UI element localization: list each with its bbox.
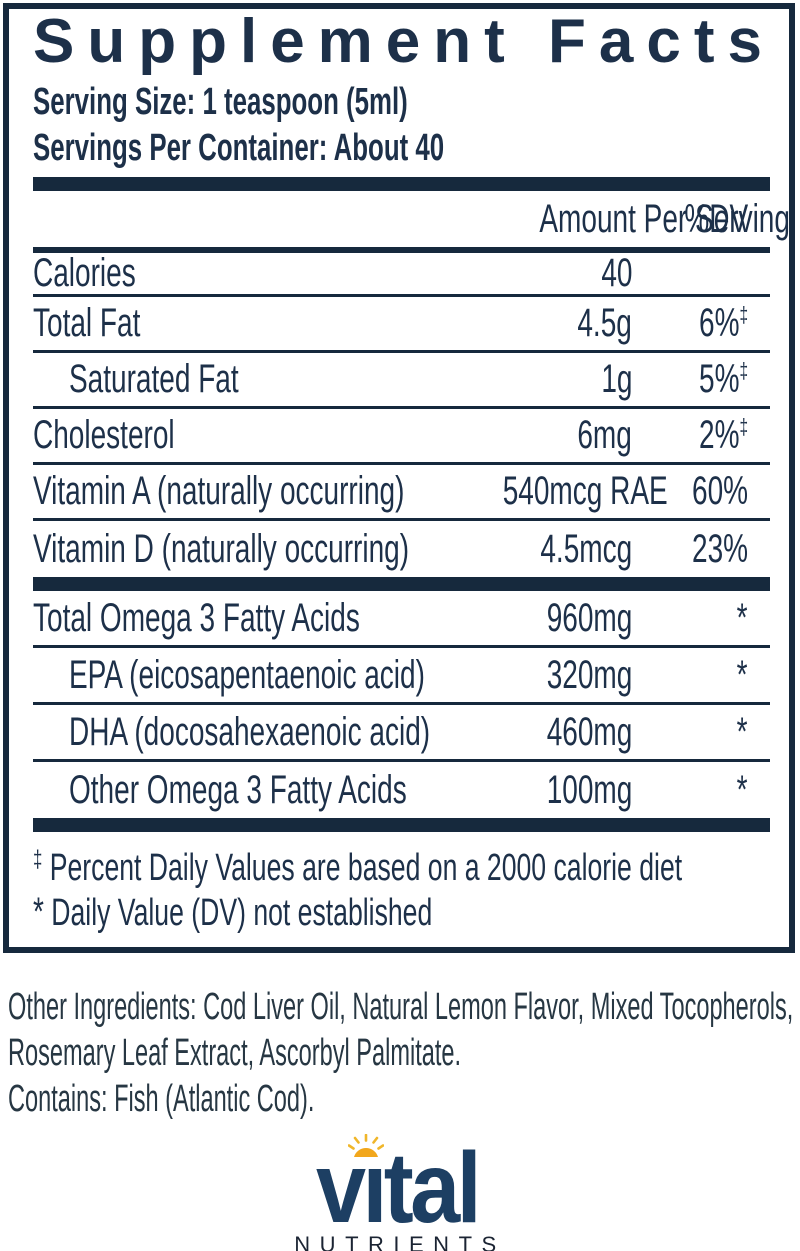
- dv-footnote-marker: ‡: [739, 358, 748, 383]
- servings-per-container: Servings Per Container: About 40: [33, 127, 445, 169]
- other-ingredients-line-1: Other Ingredients: Cod Liver Oil, Natura…: [8, 986, 794, 1028]
- divider-bar-top: [33, 177, 770, 191]
- header-rule: [33, 247, 770, 253]
- nutrient-amount: 4.5g: [577, 301, 632, 345]
- nutrient-rows: Calories 40 Total Fat 4.5g 6%‡ Saturated Fat 1…: [33, 251, 770, 577]
- nutrient-amount: 540mcg RAE: [502, 469, 668, 513]
- nutrient-name: Calories: [33, 251, 136, 295]
- nutrient-dv: 2%‡: [698, 413, 748, 457]
- nutrient-dv: *: [737, 595, 748, 640]
- nutrient-amount: 1g: [600, 357, 632, 401]
- sun-icon: [348, 1134, 384, 1157]
- nutrient-name: Cholesterol: [33, 413, 175, 457]
- brand-logo: vıtal NUTRIENTS: [250, 1126, 544, 1251]
- other-ingredients-line-2: Rosemary Leaf Extract, Ascorbyl Palmitat…: [8, 1032, 462, 1074]
- dv-footnote-marker: ‡: [739, 414, 748, 439]
- nutrient-row: Vitamin A (naturally occurring) 540mcg RA…: [33, 465, 770, 521]
- nutrient-row: Cholesterol 6mg 2%‡: [33, 409, 770, 465]
- nutrient-dv: 23%: [691, 526, 748, 571]
- nutrient-dv: *: [737, 709, 748, 754]
- nutrient-dv: 60%: [691, 469, 748, 513]
- nutrient-row: Total Fat 4.5g 6%‡: [33, 297, 770, 353]
- footnotes: ‡ Percent Daily Values are based on a 20…: [33, 838, 770, 935]
- nutrient-row: DHA (docosahexaenoic acid) 460mg *: [33, 705, 770, 762]
- column-headers: Amount Per Serving %DV: [33, 191, 790, 247]
- other-ingredients: Other Ingredients: Cod Liver Oil, Natura…: [8, 984, 800, 1076]
- dv-header: %DV: [684, 196, 748, 241]
- nutrient-name: EPA (eicosapentaenoic acid): [69, 652, 425, 697]
- supplement-facts-panel: Supplement Facts Serving Size: 1 teaspoo…: [3, 3, 795, 953]
- nutrient-row: Total Omega 3 Fatty Acids 960mg *: [33, 591, 770, 648]
- nutrient-row: Saturated Fat 1g 5%‡: [33, 353, 770, 409]
- nutrient-name: Vitamin A (naturally occurring): [33, 469, 405, 513]
- dv-footnote-marker: ‡: [739, 302, 748, 327]
- nutrient-name: Other Omega 3 Fatty Acids: [69, 767, 407, 812]
- nutrient-amount: 320mg: [546, 652, 632, 697]
- nutrient-name: Vitamin D (naturally occurring): [33, 526, 410, 571]
- nutrient-row: EPA (eicosapentaenoic acid) 320mg *: [33, 648, 770, 705]
- footnote-dv-basis: ‡ Percent Daily Values are based on a 20…: [33, 846, 683, 889]
- nutrient-amount: 40: [600, 251, 632, 295]
- nutrient-row: Vitamin D (naturally occurring) 4.5mcg 23%: [33, 521, 770, 577]
- omega-rows: Total Omega 3 Fatty Acids 960mg * EPA (eico…: [33, 591, 770, 818]
- nutrient-amount: 460mg: [546, 709, 632, 754]
- panel-title: Supplement Facts: [33, 7, 775, 76]
- nutrient-amount: 4.5mcg: [540, 526, 632, 571]
- nutrient-name: Total Omega 3 Fatty Acids: [33, 595, 360, 640]
- nutrient-name: Saturated Fat: [69, 357, 239, 401]
- nutrient-name: DHA (docosahexaenoic acid): [69, 709, 431, 754]
- nutrient-amount: 100mg: [546, 767, 632, 812]
- nutrients-text: NUTRIENTS: [294, 1232, 506, 1251]
- serving-size: Serving Size: 1 teaspoon (5ml): [33, 81, 408, 123]
- amount-per-serving-header: Amount Per Serving: [539, 196, 790, 241]
- contains-statement: Contains: Fish (Atlantic Cod).: [8, 1078, 315, 1120]
- nutrient-row: Other Omega 3 Fatty Acids 100mg *: [33, 762, 770, 818]
- divider-bar-omega: [33, 577, 770, 591]
- nutrient-dv: 5%‡: [698, 357, 748, 401]
- divider-bar-bottom: [33, 818, 770, 832]
- nutrient-row: Calories 40: [33, 251, 770, 297]
- nutrient-name: Total Fat: [33, 301, 141, 345]
- nutrient-dv: *: [737, 652, 748, 697]
- vital-wordmark: vıtal: [315, 1132, 482, 1244]
- nutrient-dv: 6%‡: [698, 301, 748, 345]
- nutrient-dv: *: [737, 767, 748, 812]
- nutrient-amount: 6mg: [577, 413, 632, 457]
- nutrient-amount: 960mg: [546, 595, 632, 640]
- footnote-dv-not-established: * Daily Value (DV) not established: [33, 890, 433, 934]
